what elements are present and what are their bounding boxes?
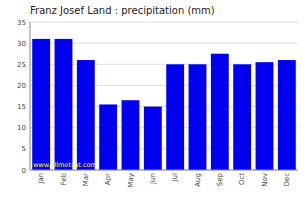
grid-line — [30, 170, 298, 171]
bar — [32, 39, 50, 170]
bar — [122, 100, 140, 170]
bar — [233, 64, 251, 170]
x-tick-label: Oct — [238, 173, 246, 185]
y-tick-label: 30 — [17, 40, 26, 48]
chart-svg: Franz Josef Land : precipitation (mm) 0 5 1… — [0, 0, 306, 200]
bar — [189, 64, 207, 170]
bar — [99, 104, 117, 170]
x-tick-label: Feb — [60, 172, 68, 185]
x-tick-label: Apr — [104, 173, 112, 185]
y-tick-label: 25 — [17, 61, 26, 69]
annotation: www.allmetsat.com — [33, 161, 97, 169]
x-tick-label: Dec — [283, 173, 291, 187]
y-tick-label: 35 — [17, 19, 26, 27]
bar — [144, 107, 162, 170]
bars — [32, 39, 296, 170]
x-tick-label: Nov — [261, 173, 269, 187]
y-tick-label: 0 — [22, 167, 26, 175]
title: Franz Josef Land : precipitation (mm) — [30, 5, 215, 16]
x-tick-label: Jul — [171, 173, 179, 183]
x-tick-label: Jan — [37, 173, 45, 185]
y-axis-line — [30, 22, 31, 170]
x-tick-label: Sep — [216, 172, 224, 186]
grid-line — [30, 22, 298, 23]
x-tick-label: Aug — [194, 173, 202, 187]
x-axis-line — [30, 170, 298, 171]
bar — [256, 62, 274, 170]
y-tick-label: 20 — [17, 82, 26, 90]
x-tick-label: May — [127, 173, 135, 187]
bar — [55, 39, 73, 170]
y-tick-label: 15 — [17, 103, 26, 111]
bar — [211, 54, 229, 170]
x-tick-label: Jun — [149, 173, 157, 185]
bar — [166, 64, 184, 170]
x-tick-label: Mar — [82, 173, 90, 186]
y-tick-label: 5 — [22, 145, 26, 153]
bar — [77, 60, 95, 170]
y-tick-label: 10 — [17, 124, 26, 132]
chart-container: Franz Josef Land : precipitation (mm) 0 5 1… — [0, 0, 306, 200]
bar — [278, 60, 296, 170]
